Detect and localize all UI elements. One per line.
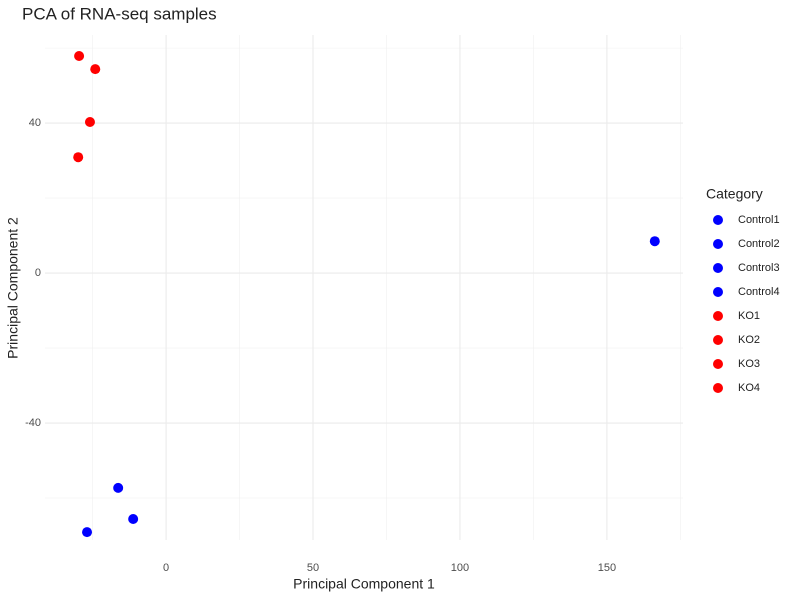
legend-marker <box>713 263 723 273</box>
point <box>649 236 660 247</box>
x-tick-label: 0 <box>163 562 169 574</box>
legend-label: Control2 <box>738 238 780 250</box>
point <box>90 64 101 75</box>
legend-marker <box>713 359 723 369</box>
point <box>74 50 85 61</box>
legend-label: KO1 <box>738 310 760 322</box>
chart-title: PCA of RNA-seq samples <box>22 4 217 23</box>
y-tick-label: 40 <box>29 117 41 129</box>
point <box>73 152 84 163</box>
point <box>128 514 139 525</box>
legend-marker <box>713 215 723 225</box>
legend-label: Control4 <box>738 286 780 298</box>
legend-label: Control3 <box>738 262 780 274</box>
legend-marker <box>713 383 723 393</box>
x-tick-label: 100 <box>451 562 469 574</box>
legend-label: KO4 <box>738 382 760 394</box>
legend-title: Category <box>706 186 763 202</box>
point <box>82 527 93 538</box>
x-axis-label: Principal Component 1 <box>293 576 435 592</box>
legend-label: KO3 <box>738 358 760 370</box>
x-tick-label: 150 <box>598 562 616 574</box>
point <box>84 116 95 127</box>
legend-label: Control1 <box>738 214 780 226</box>
legend-marker <box>713 335 723 345</box>
legend-marker <box>713 287 723 297</box>
legend-marker <box>713 239 723 249</box>
legend-marker <box>713 311 723 321</box>
legend-label: KO2 <box>738 334 760 346</box>
x-tick-label: 50 <box>307 562 319 574</box>
y-axis-label: Principal Component 2 <box>5 217 21 359</box>
point <box>113 482 124 493</box>
y-tick-label: 0 <box>35 267 41 279</box>
y-tick-label: -40 <box>25 417 41 429</box>
